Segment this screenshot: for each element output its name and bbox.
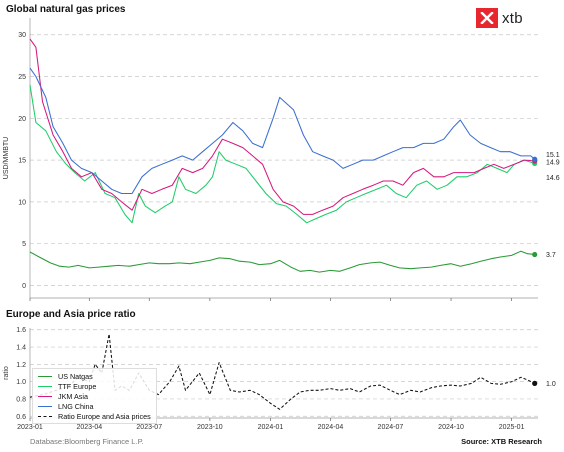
top-ytick-label: 25 [18, 74, 26, 81]
top-ytick-label: 5 [22, 241, 26, 248]
series-line-lng-china [29, 67, 536, 195]
bottom-ytick-label: 1.2 [16, 362, 26, 369]
legend-swatch [38, 375, 52, 377]
bottom-ytick-label: 0.6 [16, 414, 26, 421]
end-label-lng-china: 15.1 [546, 152, 560, 159]
legend-swatch [38, 395, 52, 397]
series-line-jkm-asia [29, 38, 535, 215]
end-label-ttf-europe: 14.6 [546, 175, 560, 182]
bottom-y-axis-label: ratio [3, 366, 10, 380]
legend-entry-jkm-asia: JKM Asia [38, 391, 151, 401]
brand-logo: xtb [476, 8, 523, 28]
bottom-chart-title: Europe and Asia price ratio [6, 309, 136, 320]
end-label-us-natgas: 3.7 [546, 252, 556, 259]
top-ytick-label: 15 [18, 158, 26, 165]
logo-text: xtb [502, 9, 523, 27]
bottom-xtick-label: 2025-01 [499, 424, 525, 431]
top-chart-title: Global natural gas prices [6, 4, 126, 15]
legend-label: US Natgas [58, 371, 93, 381]
end-marker-ratio-europe-and-asia-prices [532, 380, 538, 386]
series-line-ttf-europe [29, 84, 535, 224]
legend-entry-ratio-europe-and-asia-prices: Ratio Europe and Asia prices [38, 411, 151, 421]
legend-label: JKM Asia [58, 391, 88, 401]
bottom-ytick-label: 1.6 [16, 327, 26, 334]
bottom-xtick-label: 2024-10 [438, 424, 464, 431]
top-y-axis-label: USD/MMBTU [3, 137, 10, 179]
bottom-xtick-label: 2023-04 [76, 424, 102, 431]
bottom-ytick-label: 1.0 [16, 379, 26, 386]
end-label-jkm-asia: 14.9 [546, 159, 560, 166]
legend: US Natgas TTF Europe JKM Asia LNG China Rati… [32, 368, 157, 424]
source-right: Source: XTB Research [461, 437, 542, 446]
legend-entry-us-natgas: US Natgas [38, 371, 151, 381]
bottom-xtick-label: 2024-04 [318, 424, 344, 431]
top-ytick-label: 0 [22, 283, 26, 290]
legend-label: Ratio Europe and Asia prices [58, 411, 151, 421]
end-marker-lng-china [532, 156, 538, 162]
top-ytick-label: 10 [18, 199, 26, 206]
legend-entry-ttf-europe: TTF Europe [38, 381, 151, 391]
top-ytick-label: 30 [18, 32, 26, 39]
legend-entry-lng-china: LNG China [38, 401, 151, 411]
end-marker-us-natgas [532, 251, 538, 258]
top-chart: 0 5 10 15 20 25 30 USD/MMBTU 15.114.9 14.6 3.7 [3, 18, 560, 301]
bottom-xtick-label: 2023-01 [17, 424, 43, 431]
legend-swatch [38, 415, 52, 417]
bottom-ytick-label: 1.4 [16, 345, 26, 352]
bottom-ytick-label: 0.8 [16, 396, 26, 403]
top-ytick-label: 20 [18, 116, 26, 123]
end-label-ratio-europe-and-asia-prices: 1.0 [546, 381, 556, 388]
bottom-xtick-label: 2024-01 [258, 424, 284, 431]
bottom-xtick-label: 2023-07 [136, 424, 162, 431]
logo-cross-icon [476, 8, 498, 28]
series-line-us-natgas [29, 250, 535, 273]
legend-label: LNG China [58, 401, 94, 411]
bottom-xtick-label: 2024-07 [378, 424, 404, 431]
legend-swatch [38, 385, 52, 387]
legend-swatch [38, 405, 52, 407]
legend-label: TTF Europe [58, 381, 97, 391]
bottom-xtick-label: 2023-10 [197, 424, 223, 431]
source-left: Database:Bloomberg Finance L.P. [30, 437, 144, 446]
